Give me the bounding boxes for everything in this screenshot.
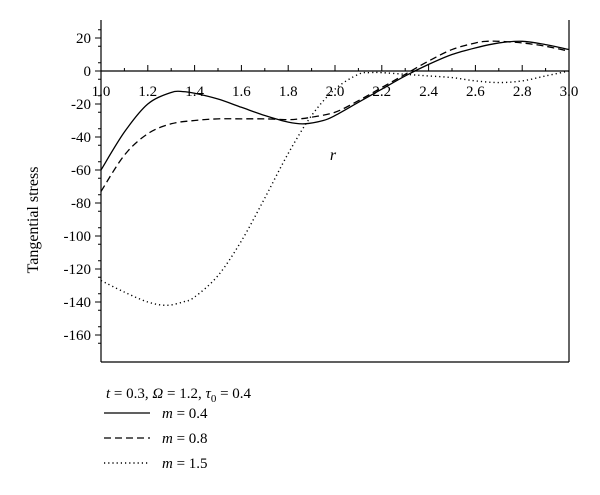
x-tick-label: 1.6 xyxy=(232,84,251,100)
ticks: 20 0 -20 -40 -60 -80 -100 -120 -140 -160 1.0 1.2 1.4… xyxy=(64,29,579,344)
y-tick-label: -80 xyxy=(71,196,91,212)
legend-t-label: t xyxy=(106,386,111,402)
x-tick-label: 2.6 xyxy=(466,84,485,100)
legend-label-m-0-8: m = 0.8 xyxy=(162,431,208,447)
legend-t-value: = 0.3, xyxy=(110,386,152,402)
legend-tau-sub: 0 xyxy=(211,393,217,405)
y-tick-label: -60 xyxy=(71,163,91,179)
legend-header: t = 0.3, Ω = 1.2, τ0 = 0.4 xyxy=(106,386,252,405)
legend-omega-value: = 1.2, xyxy=(163,386,205,402)
series-lines xyxy=(100,40,570,307)
y-tick-label: -40 xyxy=(71,130,91,146)
axes xyxy=(100,20,570,363)
legend-omega-label: Ω xyxy=(152,386,163,402)
y-tick-label: -140 xyxy=(64,295,92,311)
series-line-m-0-4 xyxy=(100,40,570,171)
x-tick-label: 3.0 xyxy=(560,84,579,100)
x-tick-label: 1.0 xyxy=(92,84,111,100)
x-axis-title: r xyxy=(330,147,337,164)
y-tick-label: 0 xyxy=(84,64,92,80)
y-tick-label: -100 xyxy=(64,229,92,245)
y-tick-label: -120 xyxy=(64,262,92,278)
legend-label-m-1-5: m = 1.5 xyxy=(162,456,208,472)
x-tick-label: 2.8 xyxy=(513,84,532,100)
x-tick-label: 2.2 xyxy=(372,84,391,100)
x-tick-label: 1.8 xyxy=(279,84,298,100)
x-tick-label: 1.2 xyxy=(138,84,157,100)
y-tick-label: -160 xyxy=(64,328,92,344)
legend-tau-value: = 0.4 xyxy=(216,386,251,402)
y-tick-label: -20 xyxy=(71,97,91,113)
x-tick-label: 2.0 xyxy=(326,84,345,100)
y-tick-label: 20 xyxy=(76,31,91,47)
x-tick-label: 1.4 xyxy=(185,84,204,100)
series-line-m-1-5 xyxy=(100,70,570,307)
y-axis-title: Tangential stress xyxy=(25,167,42,274)
x-tick-label: 2.4 xyxy=(419,84,438,100)
legend: t = 0.3, Ω = 1.2, τ0 = 0.4 m = 0.4 m = 0… xyxy=(104,386,252,472)
series-line-m-0-8 xyxy=(100,40,570,192)
legend-tau-label: τ xyxy=(205,386,211,402)
legend-label-m-0-4: m = 0.4 xyxy=(162,406,208,422)
